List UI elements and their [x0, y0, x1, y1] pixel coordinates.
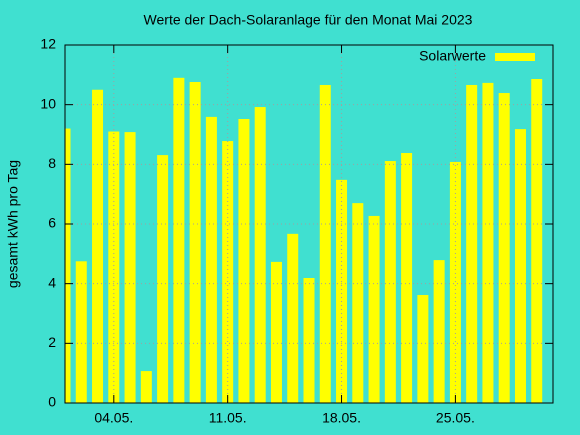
chart-title: Werte der Dach-Solaranlage für den Monat…: [144, 12, 473, 28]
x-tick-label: 04.05.: [94, 410, 133, 426]
bar: [65, 128, 71, 403]
bar: [319, 84, 331, 403]
bar: [254, 107, 266, 403]
y-tick-label: 0: [48, 394, 56, 410]
x-tick-label: 11.05.: [209, 410, 247, 426]
bar: [205, 116, 217, 403]
bar: [433, 260, 445, 403]
bar: [384, 161, 396, 403]
y-tick-label: 2: [48, 334, 56, 350]
bar: [124, 132, 136, 403]
bar: [303, 277, 315, 403]
plot-border: [64, 44, 554, 404]
bar: [75, 261, 87, 403]
bar: [222, 141, 234, 403]
bar: [352, 203, 364, 403]
bar: [287, 233, 299, 403]
bar: [449, 161, 461, 403]
bar: [92, 89, 104, 403]
bar: [466, 84, 478, 403]
bar: [140, 371, 152, 403]
bar: [189, 81, 201, 403]
x-tick-label: 18.05.: [322, 410, 361, 426]
bar: [173, 77, 185, 403]
y-tick-label: 6: [48, 215, 56, 231]
bar: [482, 82, 494, 403]
y-tick-label: 10: [40, 95, 56, 111]
y-axis-label: gesamt kWh pro Tag: [5, 160, 21, 288]
bar: [238, 118, 250, 403]
legend-swatch: [495, 53, 535, 61]
legend-label: Solarwerte: [419, 48, 486, 64]
bar: [157, 155, 169, 403]
bar: [417, 295, 429, 403]
y-tick-label: 8: [48, 155, 56, 171]
bar: [336, 179, 348, 403]
bar: [270, 261, 282, 403]
bar: [514, 129, 526, 403]
bar: [498, 93, 510, 403]
bar: [401, 152, 413, 403]
x-tick-label: 25.05.: [436, 410, 475, 426]
bar: [368, 215, 380, 403]
plot-area: [65, 77, 543, 403]
y-tick-label: 12: [40, 36, 56, 52]
y-tick-label: 4: [48, 274, 56, 290]
bar: [531, 79, 543, 403]
bar: [108, 131, 120, 403]
